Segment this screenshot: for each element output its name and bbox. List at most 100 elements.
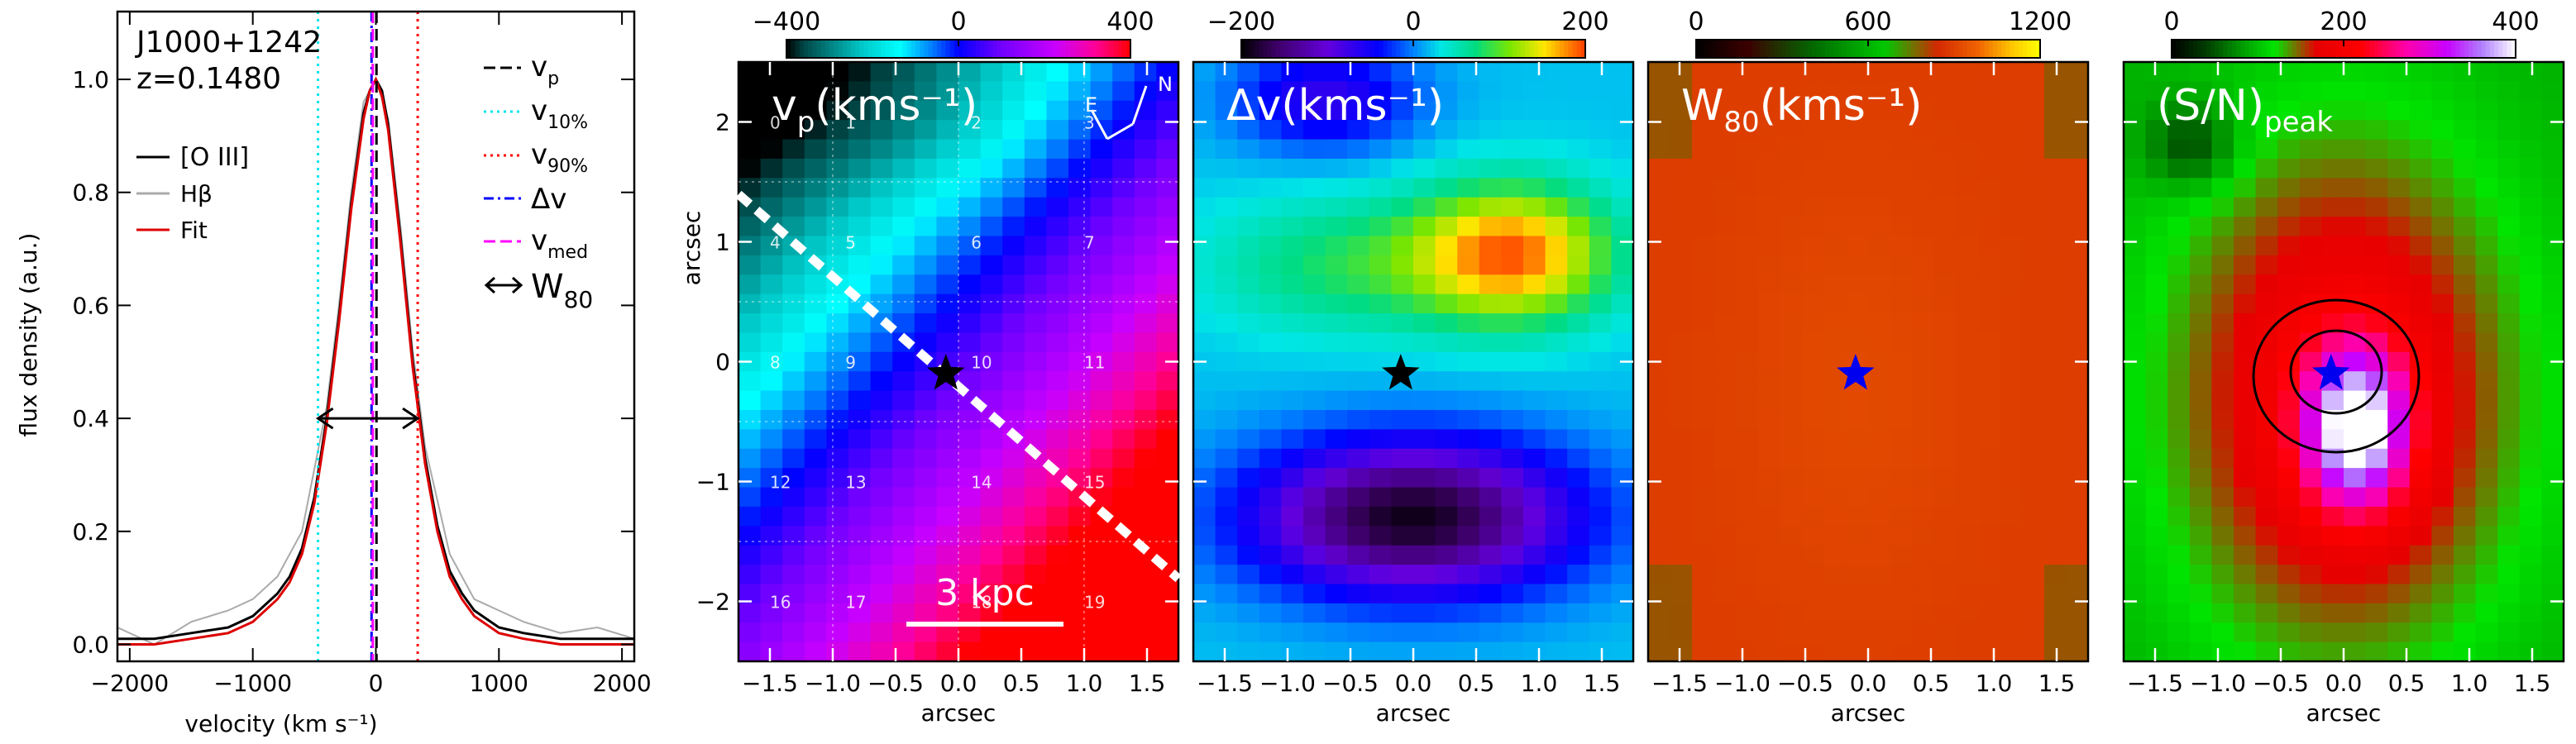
- heatmap-cell: [2022, 641, 2045, 662]
- heatmap-cell: [1046, 429, 1069, 450]
- heatmap-cell: [1156, 390, 1179, 411]
- heatmap-cell: [760, 622, 783, 643]
- heatmap-cell: [1611, 313, 1634, 333]
- heatmap-cell: [1802, 81, 1825, 102]
- colorbar-swatch: [1898, 40, 1904, 58]
- colorbar-swatch: [1288, 40, 1293, 58]
- heatmap-cell: [914, 371, 937, 392]
- heatmap-cell: [2043, 255, 2067, 275]
- heatmap-cell: [980, 236, 1003, 256]
- colorbar-tick-label: 600: [1844, 7, 1891, 36]
- heatmap-cell: [2189, 622, 2212, 643]
- heatmap-cell: [2124, 62, 2147, 82]
- heatmap-cell: [1413, 313, 1436, 333]
- colorbar-swatch: [1795, 40, 1800, 58]
- heatmap-cell: [2043, 178, 2067, 198]
- heatmap-cell: [1523, 429, 1546, 450]
- heatmap-cell: [2000, 313, 2023, 333]
- colorbar-swatch: [2421, 40, 2426, 58]
- heatmap-cell: [1457, 178, 1480, 198]
- heatmap-cell: [1823, 332, 1847, 353]
- heatmap-cell: [1933, 622, 1957, 643]
- heatmap-cell: [1046, 487, 1069, 508]
- colorbar-swatch: [1954, 40, 1959, 58]
- heatmap-cell: [1589, 468, 1612, 489]
- heatmap-cell: [1391, 332, 1414, 353]
- heatmap-cell: [1846, 274, 1869, 295]
- heatmap-cell: [1303, 429, 1326, 450]
- heatmap-cell: [1369, 545, 1392, 565]
- heatmap-cell: [1780, 409, 1803, 430]
- heatmap-cell: [1259, 178, 1282, 198]
- heatmap-cell: [2124, 371, 2147, 392]
- heatmap-cell: [1112, 487, 1135, 508]
- heatmap-cell: [1002, 371, 1025, 392]
- heatmap-cell: [1611, 139, 1634, 160]
- heatmap-cell: [1369, 641, 1392, 662]
- colorbar-tick-label: 0: [1688, 7, 1704, 36]
- colorbar-swatch: [1314, 40, 1320, 58]
- colorbar-swatch: [1370, 40, 1375, 58]
- map-xtick-label: 1.5: [1129, 670, 1166, 697]
- heatmap-cell: [1435, 313, 1458, 333]
- heatmap-cell: [1823, 506, 1847, 527]
- heatmap-cell: [2409, 506, 2432, 527]
- heatmap-cell: [1501, 313, 1524, 333]
- heatmap-cell: [1523, 293, 1546, 314]
- heatmap-cell: [2409, 545, 2432, 565]
- heatmap-cell: [1736, 100, 1759, 121]
- heatmap-cell: [2475, 178, 2498, 198]
- heatmap-cell: [2519, 545, 2542, 565]
- heatmap-cell: [1545, 429, 1568, 450]
- heatmap-cell: [936, 293, 959, 314]
- heatmap-cell: [2344, 236, 2367, 256]
- heatmap-cell: [1281, 313, 1304, 333]
- heatmap-cell: [2234, 448, 2257, 469]
- heatmap-cell: [1347, 565, 1370, 584]
- colorbar-swatch: [1911, 40, 1916, 58]
- heatmap-cell: [1933, 565, 1957, 584]
- heatmap-cell: [1978, 178, 2001, 198]
- heatmap-cell: [1567, 293, 1590, 314]
- grid-cell-label: 4: [770, 233, 781, 253]
- heatmap-cell: [2475, 332, 2498, 353]
- heatmap-cell: [1457, 100, 1480, 121]
- colorbar-tick-label: 1200: [2009, 7, 2072, 36]
- heatmap-cell: [1435, 158, 1458, 179]
- heatmap-cell: [738, 468, 762, 489]
- heatmap-cell: [2409, 236, 2432, 256]
- heatmap-cell: [2022, 526, 2045, 546]
- heatmap-cell: [1281, 81, 1304, 102]
- heatmap-cell: [1281, 545, 1304, 565]
- heatmap-cell: [1713, 139, 1737, 160]
- heatmap-cell: [1713, 390, 1737, 411]
- heatmap-cell: [2167, 139, 2191, 160]
- heatmap-cell: [1303, 236, 1326, 256]
- heatmap-cell: [2022, 100, 2045, 121]
- colorbar-swatch: [2270, 40, 2276, 58]
- colorbar-swatch: [937, 40, 942, 58]
- heatmap-cell: [848, 409, 872, 430]
- heatmap-cell: [2211, 390, 2234, 411]
- heatmap-cell: [1281, 448, 1304, 469]
- heatmap-cell: [870, 274, 893, 295]
- heatmap-cell: [1802, 641, 1825, 662]
- heatmap-cell: [1369, 622, 1392, 643]
- heatmap-cell: [2344, 545, 2367, 565]
- heatmap-cell: [1068, 81, 1092, 102]
- heatmap-cell: [1956, 622, 1979, 643]
- heatmap-cell: [2043, 351, 2067, 372]
- heatmap-cell: [1237, 197, 1260, 217]
- heatmap-cell: [1780, 293, 1803, 314]
- heatmap-cell: [1281, 255, 1304, 275]
- heatmap-cell: [1823, 429, 1847, 450]
- heatmap-cell: [2022, 487, 2045, 508]
- heatmap-cell: [914, 100, 937, 121]
- heatmap-cell: [2409, 139, 2432, 160]
- heatmap-cell: [1325, 641, 1348, 662]
- heatmap-cell: [1978, 62, 2001, 82]
- heatmap-cell: [2145, 390, 2168, 411]
- heatmap-cell: [1692, 236, 1715, 256]
